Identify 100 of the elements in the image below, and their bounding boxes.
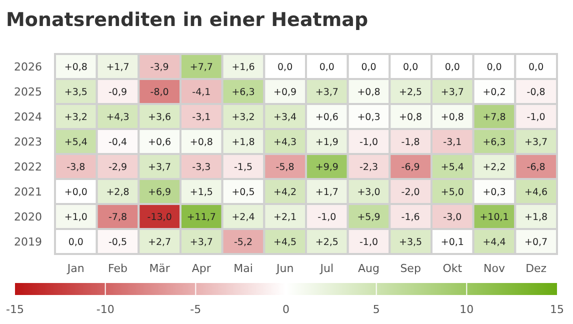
data-label: -7,8: [108, 212, 128, 223]
data-label: +3,5: [399, 236, 422, 248]
data-label: +1,8: [232, 136, 255, 148]
data-label: 0,0: [403, 62, 418, 73]
data-label: +1,7: [106, 62, 130, 73]
data-label: +0,6: [148, 136, 172, 148]
data-label: +0,3: [482, 186, 506, 198]
data-label: -0,8: [526, 86, 546, 98]
color-bar-label: 5: [372, 302, 380, 316]
data-label: +10,1: [480, 212, 509, 223]
data-label: +4,2: [274, 186, 297, 198]
data-label: -6,9: [401, 162, 420, 173]
x-tick-label: Aug: [358, 262, 380, 275]
data-label: -2,9: [108, 162, 128, 173]
data-label: +2,5: [399, 86, 422, 98]
data-label: -6,8: [526, 162, 546, 173]
data-label: +6,3: [232, 86, 255, 98]
data-label: +2,2: [482, 162, 506, 173]
data-label: +6,3: [482, 136, 506, 148]
data-label: +3,2: [64, 112, 88, 123]
data-label: +3,6: [148, 112, 172, 123]
data-label: +0,8: [440, 112, 464, 123]
data-label: +4,5: [274, 236, 297, 248]
data-label: +6,9: [148, 186, 172, 198]
data-label: 0,0: [68, 236, 84, 248]
data-label: +0,0: [64, 186, 88, 198]
data-label: -2,3: [359, 162, 378, 173]
data-label: +3,7: [524, 136, 548, 148]
x-tick-label: Feb: [108, 262, 128, 275]
y-tick-label: 2021: [14, 185, 42, 198]
data-label: +0,2: [482, 86, 506, 98]
data-label: -1,0: [318, 212, 336, 223]
data-label: -1,8: [401, 136, 420, 148]
color-bar-label: -5: [190, 302, 202, 316]
data-label: +1,7: [315, 186, 338, 198]
data-label: -1,6: [401, 212, 420, 223]
data-label: +0,8: [190, 136, 213, 148]
color-bar-label: 0: [282, 302, 290, 316]
data-label: +9,9: [315, 162, 338, 173]
x-tick-label: Jul: [319, 262, 334, 275]
data-label: -0,5: [108, 236, 128, 248]
y-tick-label: 2024: [14, 110, 42, 124]
color-bar-label: 15: [550, 302, 564, 316]
data-label: +5,0: [440, 186, 464, 198]
data-label: -13,0: [147, 212, 172, 223]
data-label: +4,4: [482, 236, 506, 248]
data-label: +0,9: [274, 86, 297, 98]
y-tick-label: 2025: [14, 85, 42, 98]
data-label: +3,2: [232, 112, 255, 123]
data-label: -8,0: [150, 86, 169, 98]
data-label: 0,0: [444, 62, 460, 73]
data-label: +3,7: [315, 86, 338, 98]
data-label: 0,0: [528, 62, 544, 73]
data-label: +4,3: [106, 112, 130, 123]
data-label: -3,1: [192, 112, 211, 123]
data-label: -3,8: [66, 162, 86, 173]
data-label: +2,5: [315, 236, 338, 248]
x-tick-label: Mär: [149, 262, 170, 275]
data-label: +5,9: [357, 212, 380, 223]
y-tick-label: 2020: [14, 210, 42, 224]
data-label: 0,0: [278, 62, 293, 73]
data-label: +0,5: [232, 186, 255, 198]
data-label: -0,9: [108, 86, 128, 98]
chart-title: Monatsrenditen in einer Heatmap: [6, 9, 368, 31]
data-label: +1,8: [524, 212, 548, 223]
x-tick-label: Okt: [442, 262, 463, 275]
data-label: -1,0: [359, 136, 378, 148]
data-label: -5,2: [234, 236, 253, 248]
x-tick-label: Jan: [66, 262, 84, 275]
x-tick-label: Sep: [400, 262, 421, 275]
data-label: +3,7: [190, 236, 213, 248]
data-label: +0,8: [357, 86, 380, 98]
data-label: +0,7: [524, 236, 548, 248]
data-label: -0,4: [108, 136, 128, 148]
data-label: +3,7: [440, 86, 464, 98]
x-tick-label: Nov: [484, 262, 506, 275]
data-label: +1,9: [315, 136, 338, 148]
data-label: +2,8: [106, 186, 130, 198]
data-label: 0,0: [486, 62, 502, 73]
data-label: +3,7: [148, 162, 172, 173]
data-label: +0,3: [357, 112, 380, 123]
x-tick-label: Apr: [192, 262, 212, 275]
data-label: +3,4: [274, 112, 297, 123]
data-label: +2,7: [148, 236, 172, 248]
data-label: +0,1: [440, 236, 464, 248]
x-tick-label: Dez: [526, 262, 547, 275]
data-label: -3,3: [192, 162, 211, 173]
y-tick-label: 2023: [14, 135, 42, 148]
data-label: -2,0: [401, 186, 420, 198]
color-bar-label: 10: [460, 302, 474, 316]
data-label: 0,0: [361, 62, 376, 73]
data-label: -5,8: [276, 162, 294, 173]
data-label: -1,0: [359, 236, 378, 248]
data-label: +3,0: [357, 186, 380, 198]
data-label: +11,7: [186, 212, 216, 223]
data-label: +0,8: [399, 112, 422, 123]
data-label: +1,5: [190, 186, 213, 198]
data-label: +0,6: [315, 112, 338, 123]
x-tick-label: Mai: [234, 262, 253, 275]
y-tick-label: 2026: [14, 60, 42, 74]
